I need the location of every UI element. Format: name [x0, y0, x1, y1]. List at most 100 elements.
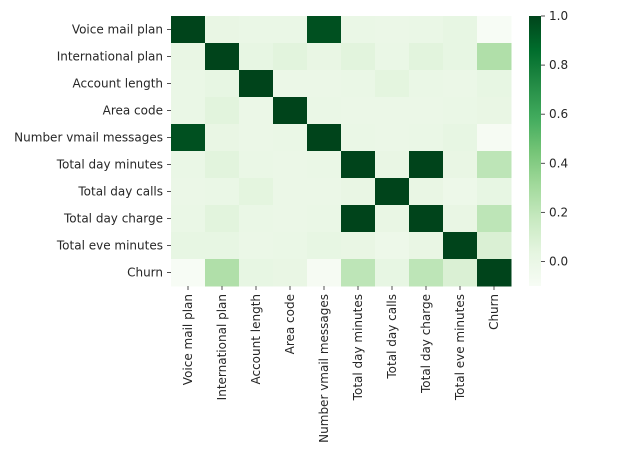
heatmap-cell — [341, 97, 376, 125]
heatmap-cell — [443, 205, 478, 233]
heatmap-cell — [477, 124, 512, 152]
heatmap-cell — [171, 43, 206, 71]
x-tick-label: Voice mail plan — [181, 294, 195, 385]
heatmap-cell — [375, 97, 410, 125]
heatmap-cell — [341, 259, 376, 287]
heatmap-cell — [477, 70, 512, 98]
x-tick-label: International plan — [215, 294, 229, 400]
heatmap-cell — [409, 259, 444, 287]
heatmap-cell — [205, 151, 240, 179]
heatmap-cell — [341, 151, 376, 179]
y-tick-label: Account length — [72, 77, 163, 91]
x-tick-label: Total day calls — [385, 294, 399, 380]
heatmap-cell — [239, 178, 274, 206]
heatmap-cell — [409, 70, 444, 98]
heatmap-cell — [443, 43, 478, 71]
colorbar: 0.0 0.2 0.4 0.6 0.8 1.0 — [529, 9, 568, 286]
heatmap-cell — [443, 151, 478, 179]
heatmap-cell — [273, 43, 308, 71]
heatmap-cells — [171, 16, 512, 287]
heatmap-cell — [171, 70, 206, 98]
heatmap-cell — [307, 43, 342, 71]
heatmap-cell — [307, 97, 342, 125]
y-tick-label: Total day charge — [63, 212, 163, 226]
heatmap-cell — [273, 97, 308, 125]
heatmap-cell — [171, 97, 206, 125]
heatmap-cell — [205, 43, 240, 71]
heatmap-cell — [273, 232, 308, 260]
heatmap-cell — [307, 151, 342, 179]
y-tick-label: Total day minutes — [56, 158, 163, 172]
heatmap-cell — [477, 43, 512, 71]
heatmap-cell — [375, 259, 410, 287]
heatmap-cell — [273, 70, 308, 98]
heatmap-cell — [341, 43, 376, 71]
y-tick-label: Total day calls — [77, 185, 163, 199]
heatmap-cell — [239, 205, 274, 233]
heatmap-cell — [307, 232, 342, 260]
y-tick-labels: Voice mail plan International plan Account… — [14, 23, 171, 280]
heatmap-cell — [477, 259, 512, 287]
heatmap-cell — [477, 16, 512, 44]
heatmap-cell — [409, 232, 444, 260]
heatmap-cell — [443, 97, 478, 125]
heatmap-cell — [239, 70, 274, 98]
heatmap-cell — [171, 259, 206, 287]
heatmap-cell — [341, 70, 376, 98]
heatmap-cell — [477, 205, 512, 233]
heatmap-cell — [375, 178, 410, 206]
heatmap-cell — [239, 232, 274, 260]
heatmap-cell — [307, 124, 342, 152]
colorbar-tick-label: 0.8 — [549, 58, 568, 72]
heatmap-cell — [273, 205, 308, 233]
heatmap-cell — [409, 43, 444, 71]
heatmap-cell — [443, 70, 478, 98]
colorbar-ticks: 0.0 0.2 0.4 0.6 0.8 1.0 — [541, 9, 568, 268]
heatmap-cell — [239, 259, 274, 287]
heatmap-cell — [239, 124, 274, 152]
heatmap-cell — [205, 232, 240, 260]
colorbar-tick-label: 0.0 — [549, 254, 568, 268]
colorbar-tick-label: 1.0 — [549, 9, 568, 23]
heatmap-cell — [341, 205, 376, 233]
heatmap-cell — [477, 151, 512, 179]
heatmap-cell — [409, 151, 444, 179]
heatmap-cell — [443, 259, 478, 287]
heatmap-cell — [171, 205, 206, 233]
y-tick-label: Voice mail plan — [72, 23, 163, 37]
heatmap-cell — [477, 97, 512, 125]
heatmap-cell — [341, 178, 376, 206]
heatmap-cell — [477, 232, 512, 260]
heatmap-cell — [375, 232, 410, 260]
heatmap-cell — [443, 178, 478, 206]
x-tick-label: Account length — [249, 294, 263, 385]
y-tick-label: Churn — [127, 266, 163, 280]
heatmap-cell — [171, 151, 206, 179]
heatmap-cell — [307, 70, 342, 98]
heatmap-cell — [205, 16, 240, 44]
heatmap-cell — [205, 97, 240, 125]
heatmap-cell — [273, 178, 308, 206]
heatmap-cell — [273, 259, 308, 287]
heatmap-cell — [375, 124, 410, 152]
heatmap-cell — [375, 205, 410, 233]
heatmap-cell — [409, 178, 444, 206]
heatmap-cell — [205, 70, 240, 98]
heatmap-cell — [307, 178, 342, 206]
x-tick-label: Total eve minutes — [453, 294, 467, 401]
heatmap-cell — [443, 124, 478, 152]
heatmap-cell — [239, 43, 274, 71]
heatmap-cell — [273, 151, 308, 179]
heatmap-cell — [239, 16, 274, 44]
heatmap-cell — [375, 43, 410, 71]
x-tick-label: Number vmail messages — [317, 294, 331, 443]
heatmap-cell — [307, 205, 342, 233]
heatmap-cell — [477, 178, 512, 206]
heatmap-cell — [375, 70, 410, 98]
heatmap-cell — [341, 232, 376, 260]
heatmap-cell — [171, 232, 206, 260]
heatmap-cell — [205, 205, 240, 233]
heatmap-cell — [409, 97, 444, 125]
heatmap-cell — [375, 151, 410, 179]
